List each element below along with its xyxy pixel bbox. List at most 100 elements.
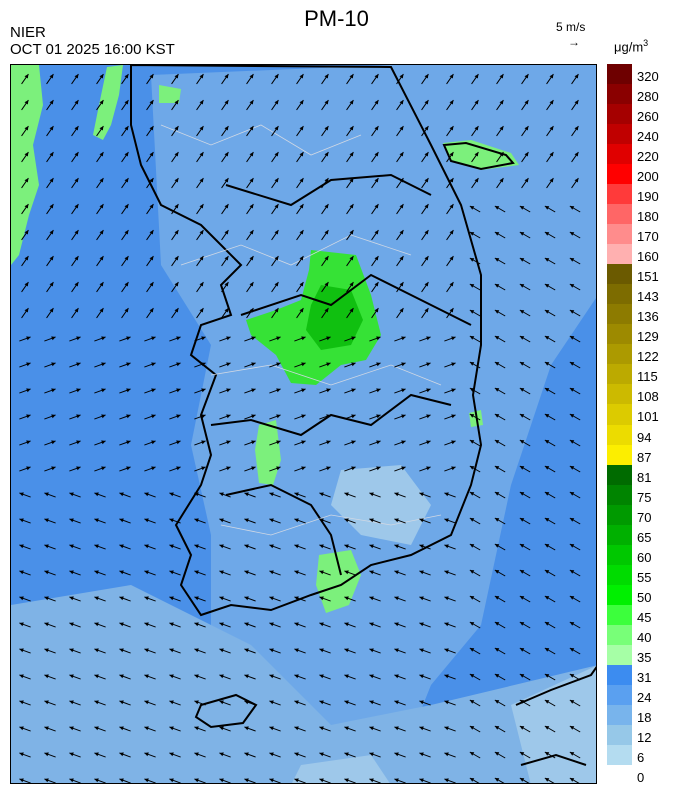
wind-arrow-icon <box>96 73 104 85</box>
field-zone-lightest <box>331 465 431 545</box>
wind-arrow-icon <box>46 125 54 137</box>
wind-arrow-icon <box>194 388 206 394</box>
wind-arrow-icon <box>569 725 581 733</box>
wind-arrow-icon <box>544 335 556 343</box>
wind-arrow-icon <box>444 622 456 628</box>
color-scale-label: 65 <box>637 529 652 545</box>
wind-arrow-icon <box>321 255 329 267</box>
field-zone-strip <box>292 755 390 783</box>
wind-arrow-icon <box>219 414 231 420</box>
wind-arrow-icon <box>169 726 181 732</box>
wind-arrow-icon <box>121 99 129 111</box>
wind-arrow-icon <box>294 466 306 472</box>
wind-arrow-icon <box>319 518 331 524</box>
wind-arrow-icon <box>69 544 81 550</box>
wind-arrow-icon <box>169 752 181 758</box>
wind-arrow-icon <box>44 362 56 368</box>
wind-arrow-icon <box>194 518 206 524</box>
wind-arrow-icon <box>196 229 204 241</box>
wind-arrow-icon <box>294 674 306 680</box>
wind-arrow-icon <box>46 151 54 163</box>
wind-arrow-icon <box>346 151 354 163</box>
wind-arrow-icon <box>244 570 256 576</box>
wind-arrow-icon <box>444 674 456 680</box>
wind-arrow-icon <box>269 440 281 446</box>
wind-arrow-icon <box>569 543 581 551</box>
wind-arrow-icon <box>244 518 256 524</box>
wind-arrow-icon <box>394 518 406 524</box>
wind-arrow-icon <box>544 517 556 525</box>
wind-arrow-icon <box>546 125 554 137</box>
wind-arrow-icon <box>419 466 431 472</box>
wind-arrow-icon <box>419 492 431 498</box>
wind-arrow-icon <box>469 725 481 733</box>
color-scale-swatch <box>607 644 632 666</box>
color-scale-label: 0 <box>637 770 645 785</box>
wind-arrow-icon <box>544 205 556 213</box>
wind-arrow-icon <box>346 203 354 215</box>
wind-arrow-icon <box>219 778 231 783</box>
wind-arrow-icon <box>319 622 331 628</box>
wind-arrow-icon <box>344 492 356 498</box>
wind-arrow-icon <box>319 752 331 758</box>
wind-arrow-icon <box>396 203 404 215</box>
wind-arrow-icon <box>544 699 556 707</box>
wind-arrow-icon <box>444 700 456 706</box>
wind-arrow-icon <box>569 751 581 759</box>
wind-arrow-icon <box>394 622 406 628</box>
wind-arrow-icon <box>269 466 281 472</box>
wind-arrow-icon <box>219 726 231 732</box>
wind-arrow-icon <box>244 492 256 498</box>
wind-arrow-icon <box>144 388 156 394</box>
wind-arrow-icon <box>569 621 581 629</box>
wind-arrow-icon <box>121 73 129 85</box>
wind-arrow-icon <box>444 492 456 498</box>
wind-arrow-icon <box>496 73 504 85</box>
wind-arrow-icon <box>569 699 581 707</box>
green-zone-small-1 <box>159 85 181 103</box>
wind-arrow-icon <box>246 125 254 137</box>
wind-arrow-icon <box>269 414 281 420</box>
wind-arrow-icon <box>494 543 506 551</box>
wind-arrow-icon <box>321 73 329 85</box>
wind-arrow-icon <box>344 570 356 576</box>
wind-arrow-icon <box>196 125 204 137</box>
wind-arrow-icon <box>69 492 81 498</box>
color-scale-swatch <box>607 144 632 165</box>
wind-arrow-icon <box>294 778 306 783</box>
color-scale-label: 160 <box>637 249 659 265</box>
wind-arrow-icon <box>119 752 131 758</box>
wind-arrow-icon <box>421 99 429 111</box>
wind-arrow-icon <box>371 73 379 85</box>
wind-arrow-icon <box>194 700 206 706</box>
wind-arrow-icon <box>469 517 481 525</box>
wind-arrow-icon <box>396 177 404 189</box>
wind-arrow-icon <box>19 336 31 342</box>
wind-arrow-icon <box>146 203 154 215</box>
wind-arrow-icon <box>94 492 106 498</box>
wind-arrow-icon <box>196 177 204 189</box>
wind-arrow-icon <box>146 307 154 319</box>
wind-arrow-icon <box>21 177 29 189</box>
wind-arrow-icon <box>421 255 429 267</box>
wind-arrow-icon <box>221 73 229 85</box>
wind-arrow-icon <box>19 726 31 732</box>
wind-arrow-icon <box>69 518 81 524</box>
wind-arrow-icon <box>69 700 81 706</box>
wind-arrow-icon <box>544 309 556 317</box>
wind-arrow-icon <box>44 336 56 342</box>
wind-arrow-icon <box>421 307 429 319</box>
wind-arrow-icon <box>194 596 206 602</box>
wind-arrow-icon <box>219 570 231 576</box>
wind-arrow-icon <box>294 752 306 758</box>
wind-arrow-icon <box>369 700 381 706</box>
wind-arrow-icon <box>369 492 381 498</box>
wind-arrow-icon <box>144 752 156 758</box>
wind-arrow-icon <box>496 151 504 163</box>
wind-arrow-icon <box>494 699 506 707</box>
wind-arrow-icon <box>94 648 106 654</box>
wind-arrow-icon <box>344 622 356 628</box>
wind-arrow-icon <box>319 596 331 602</box>
wind-arrow-icon <box>419 752 431 758</box>
color-scale-swatch <box>607 544 632 566</box>
